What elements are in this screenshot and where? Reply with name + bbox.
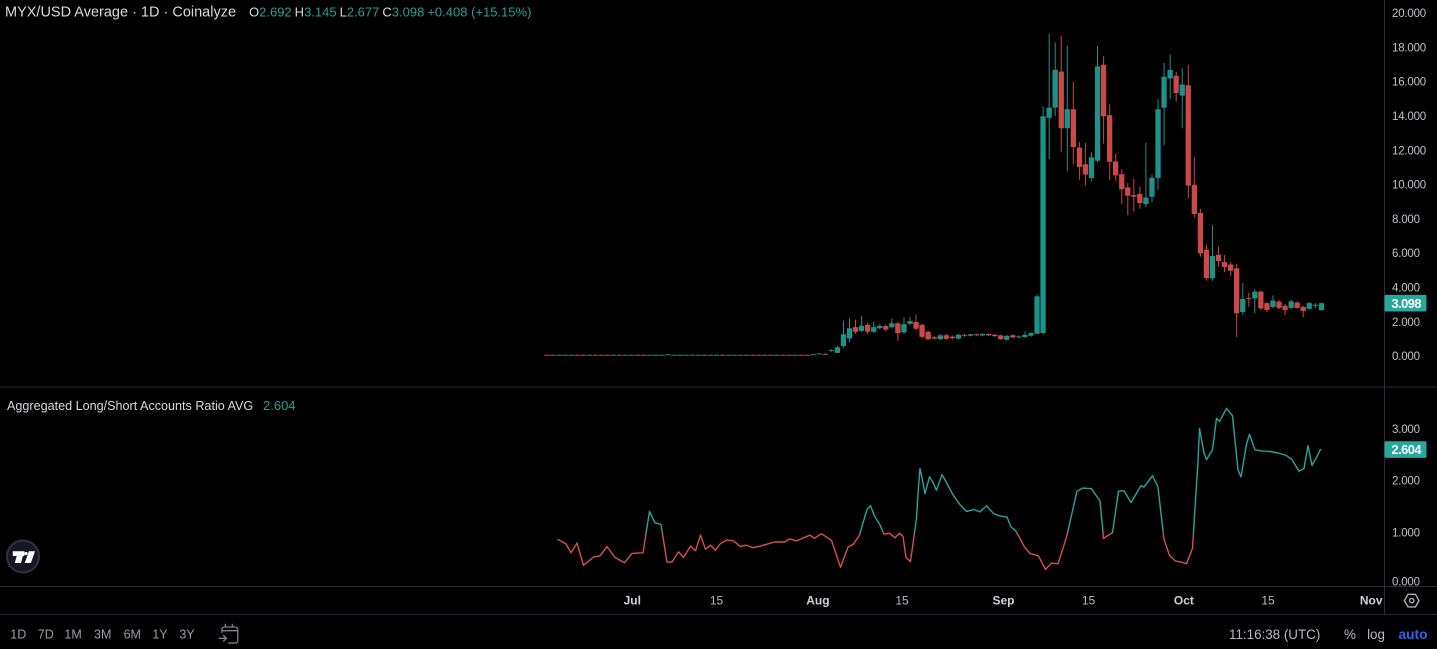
svg-text:15: 15: [895, 594, 909, 608]
svg-text:0.000: 0.000: [1392, 576, 1420, 588]
svg-text:2.604: 2.604: [1392, 442, 1423, 457]
svg-text:1Y: 1Y: [152, 628, 168, 642]
svg-text:1M: 1M: [64, 628, 81, 642]
svg-text:Nov: Nov: [1360, 594, 1383, 608]
svg-text:3.000: 3.000: [1392, 424, 1420, 436]
svg-text:MYX/USD Average · 1D · Coinaly: MYX/USD Average · 1D · Coinalyze: [5, 5, 236, 21]
svg-text:15: 15: [1261, 594, 1275, 608]
svg-text:2.000: 2.000: [1392, 476, 1420, 488]
svg-text:15: 15: [1082, 594, 1096, 608]
svg-text:Sep: Sep: [992, 594, 1014, 608]
svg-text:20.000: 20.000: [1392, 8, 1426, 20]
svg-text:Aggregated Long/Short Accounts: Aggregated Long/Short Accounts Ratio AVG: [7, 399, 253, 413]
svg-text:1.000: 1.000: [1392, 527, 1420, 539]
svg-text:16.000: 16.000: [1392, 77, 1426, 89]
svg-text:2.000: 2.000: [1392, 317, 1420, 329]
svg-text:log: log: [1367, 627, 1385, 642]
svg-text:18.000: 18.000: [1392, 42, 1426, 54]
svg-text:Oct: Oct: [1174, 594, 1194, 608]
svg-text:1D: 1D: [10, 628, 26, 642]
svg-text:7D: 7D: [38, 628, 54, 642]
svg-text:15: 15: [710, 594, 724, 608]
svg-text:14.000: 14.000: [1392, 111, 1426, 123]
svg-text:10.000: 10.000: [1392, 180, 1426, 192]
svg-text:8.000: 8.000: [1392, 214, 1420, 226]
svg-text:3.098: 3.098: [1392, 296, 1422, 311]
svg-text:12.000: 12.000: [1392, 145, 1426, 157]
svg-text:auto: auto: [1398, 627, 1427, 642]
svg-text:6M: 6M: [124, 628, 141, 642]
svg-text:0.000: 0.000: [1392, 351, 1420, 363]
svg-text:3M: 3M: [94, 628, 111, 642]
svg-text:4.000: 4.000: [1392, 283, 1420, 295]
svg-text:Jul: Jul: [624, 594, 641, 608]
svg-text:6.000: 6.000: [1392, 248, 1420, 260]
svg-text:%: %: [1344, 627, 1356, 642]
svg-text:11:16:38 (UTC): 11:16:38 (UTC): [1229, 627, 1320, 642]
svg-text:3Y: 3Y: [179, 628, 195, 642]
svg-text:Aug: Aug: [806, 594, 829, 608]
svg-text:2.604: 2.604: [263, 398, 296, 413]
